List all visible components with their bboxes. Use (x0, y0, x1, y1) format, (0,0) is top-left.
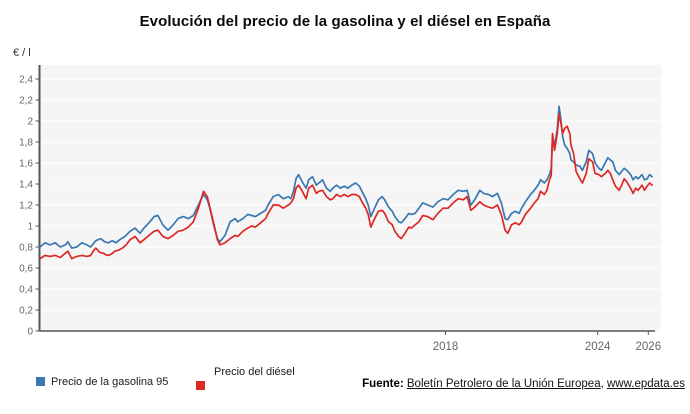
source-separator: , (600, 378, 607, 390)
diesel-series-swatch-icon (196, 381, 205, 390)
y-tick-label: 2,2 (19, 96, 33, 107)
plot-background (40, 65, 661, 331)
y-tick-label: 0,8 (19, 243, 33, 254)
price-evolution-line-chart: 0 0,2 0,4 0,6 0,8 1 1,2 1,4 1,6 1,8 2 2,2 2,4 2018 202… (19, 65, 662, 353)
y-tick-label: 1,6 (19, 159, 33, 170)
diesel-legend-label: Precio del diésel (214, 366, 295, 378)
x-tick-label: 2024 (585, 341, 611, 353)
source-prefix: Fuente: (362, 378, 404, 390)
y-tick-label: 0 (27, 327, 33, 338)
y-tick-label: 1,8 (19, 138, 33, 149)
y-axis-unit-label: € / l (13, 47, 31, 59)
x-tick-label: 2026 (636, 341, 662, 353)
diesel-line (39, 112, 653, 260)
gasolina-legend-label: Precio de la gasolina 95 (51, 376, 169, 388)
y-tick-label: 2,4 (19, 75, 33, 86)
gasolina-series-swatch-icon (36, 377, 45, 386)
page-title: Evolución del precio de la gasolina y el… (139, 13, 551, 30)
gasolina-95-line (39, 105, 653, 249)
source-link-epdata[interactable]: www.epdata.es (607, 378, 685, 390)
y-tick-label: 2 (27, 117, 33, 128)
legend-item-gasolina-95[interactable]: Precio de la gasolina 95 (36, 376, 168, 388)
y-tick-label: 0,6 (19, 264, 33, 275)
source-line: Fuente: Boletín Petrolero de la Unión Eu… (362, 378, 685, 390)
y-tick-label: 1 (27, 222, 33, 233)
y-tick-label: 0,4 (19, 285, 33, 296)
y-tick-label: 1,4 (19, 180, 33, 191)
legend-item-diesel[interactable]: Precio del diésel (196, 366, 295, 390)
y-tick-label: 1,2 (19, 201, 33, 212)
y-tick-label: 0,2 (19, 306, 33, 317)
source-link-boletin-petrolero[interactable]: Boletín Petrolero de la Unión Europea (406, 378, 601, 390)
x-tick-label: 2018 (433, 341, 459, 353)
